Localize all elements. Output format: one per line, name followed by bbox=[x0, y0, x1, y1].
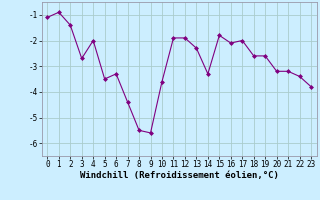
X-axis label: Windchill (Refroidissement éolien,°C): Windchill (Refroidissement éolien,°C) bbox=[80, 171, 279, 180]
